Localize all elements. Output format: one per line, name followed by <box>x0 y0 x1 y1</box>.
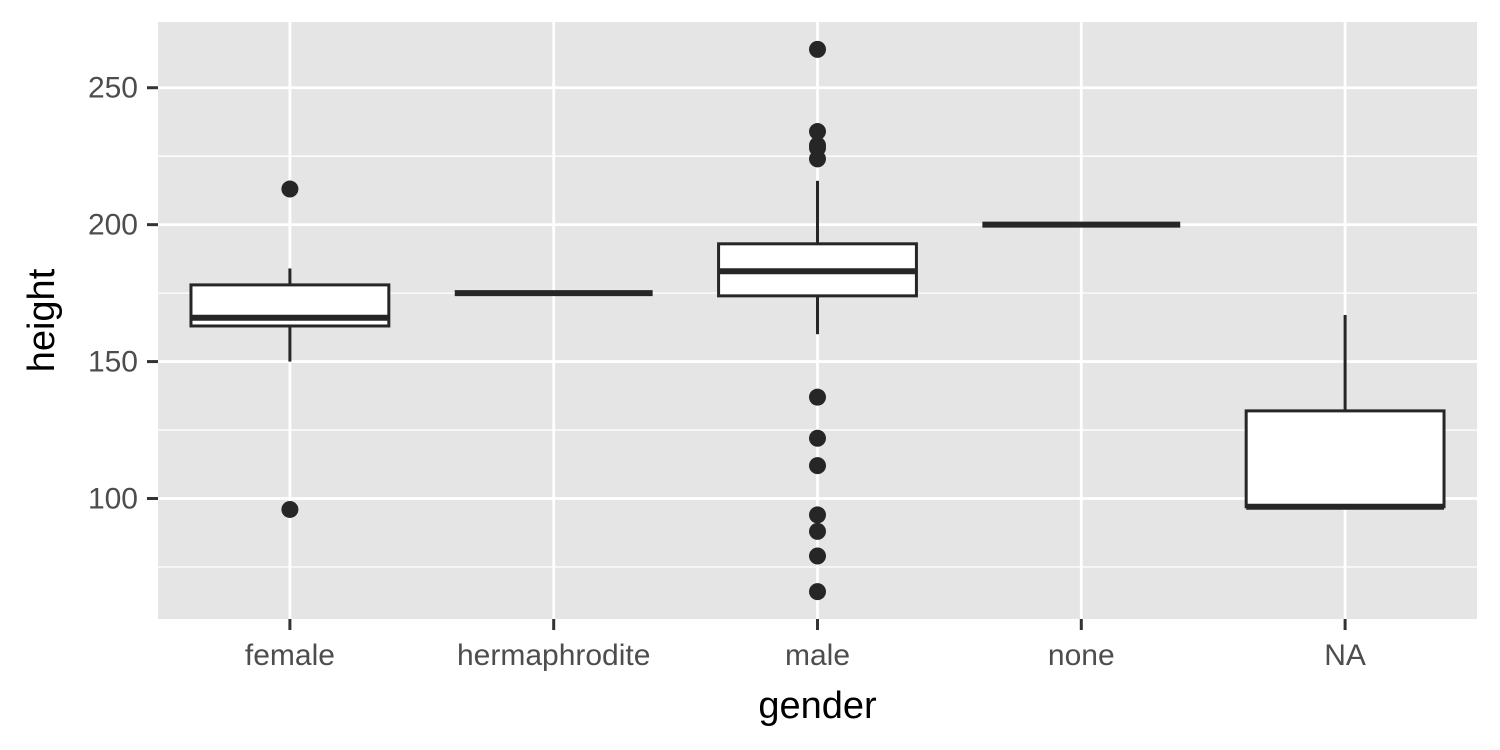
outlier-point <box>809 547 826 565</box>
box-na <box>1244 315 1446 510</box>
y-tick-label: 200 <box>88 209 138 242</box>
outlier-point <box>281 500 299 518</box>
x-tick-label: none <box>1048 639 1115 672</box>
x-tick-label: male <box>785 639 850 672</box>
outlier-point <box>809 429 826 447</box>
boxes <box>189 40 1446 601</box>
x-tick-label: female <box>245 639 335 672</box>
outlier-point <box>809 388 826 406</box>
y-tick-label: 250 <box>88 72 138 105</box>
outlier-point <box>809 506 826 524</box>
outlier-point <box>809 457 826 475</box>
box-body <box>1244 409 1446 509</box>
outlier-point <box>809 40 826 58</box>
outlier-point <box>809 583 826 601</box>
axes: 100 150 200 250 female hermaphrodite male none N… <box>88 72 1366 672</box>
outlier-point <box>809 123 826 141</box>
y-tick-label: 150 <box>88 346 138 379</box>
x-axis-title: gender <box>758 685 877 727</box>
x-tick-label: hermaphrodite <box>457 639 650 672</box>
outlier-point <box>809 150 826 168</box>
box-male <box>717 40 918 601</box>
y-axis-title: height <box>21 268 63 372</box>
outlier-point <box>809 522 826 540</box>
y-tick-label: 100 <box>88 483 138 516</box>
box-female <box>189 180 391 518</box>
x-tick-label: NA <box>1324 639 1366 672</box>
outlier-point <box>281 180 299 198</box>
